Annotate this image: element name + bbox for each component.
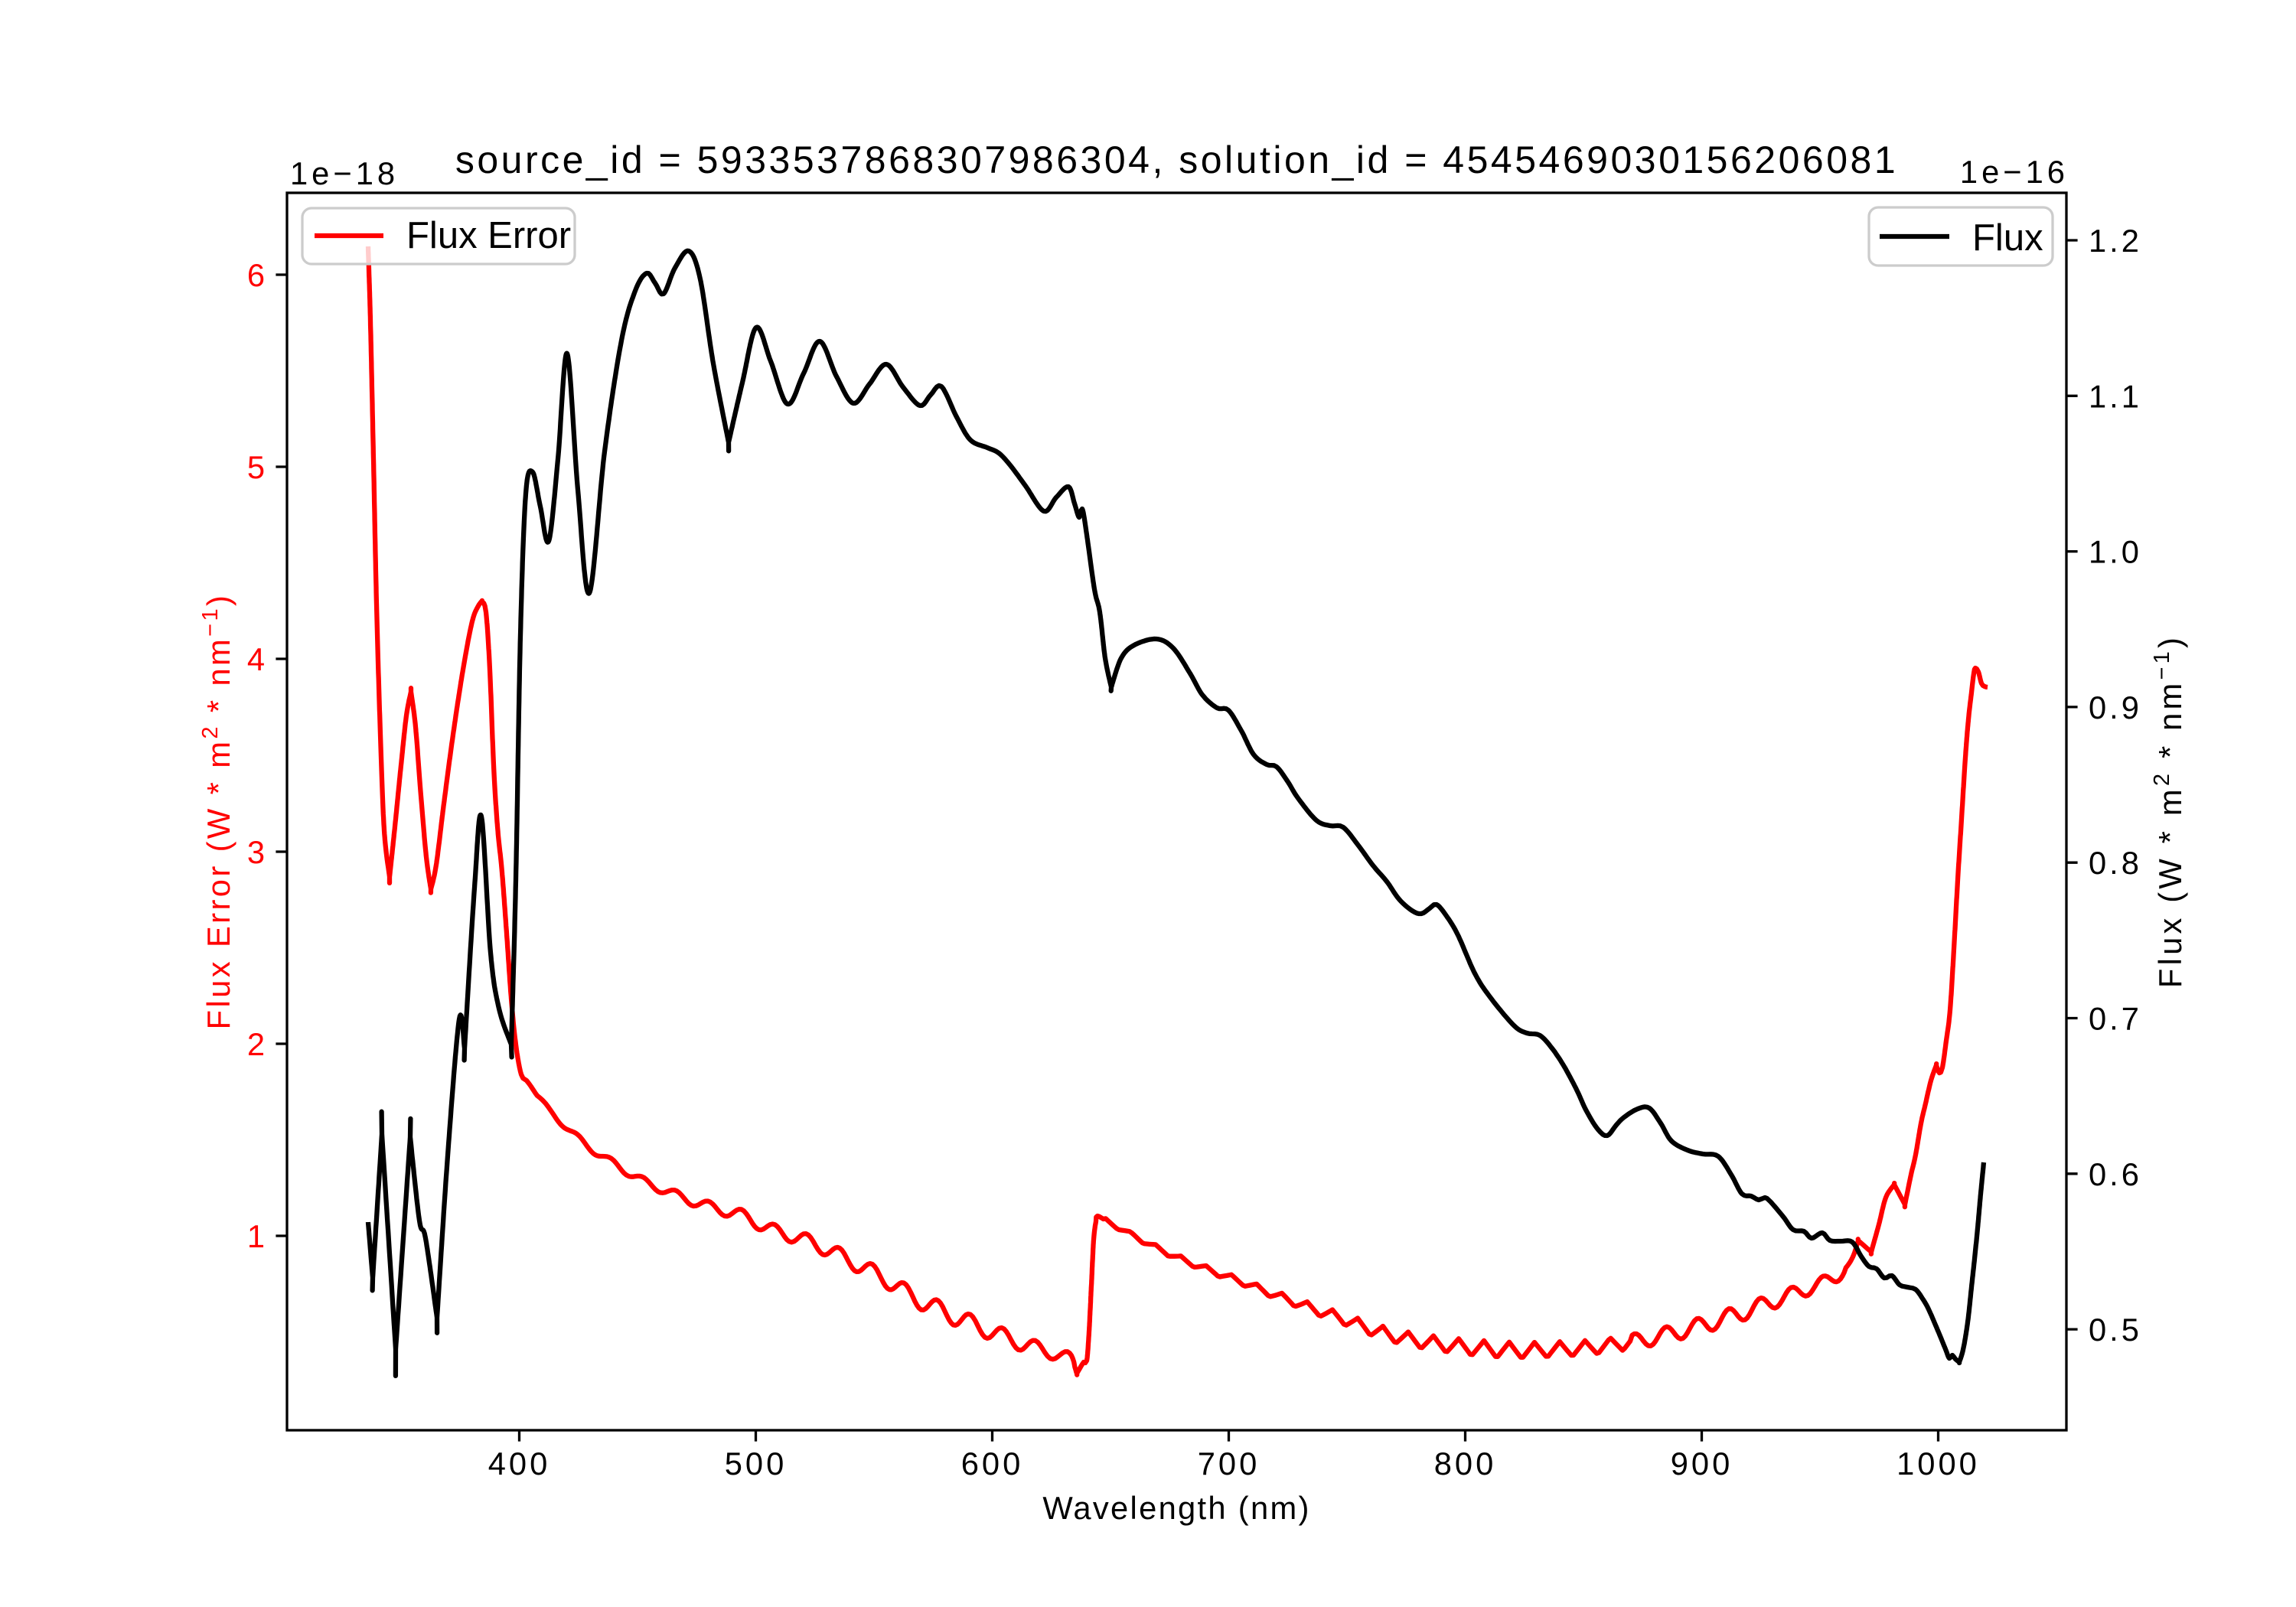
svg-text:0.6: 0.6 xyxy=(2089,1156,2142,1192)
svg-text:800: 800 xyxy=(1434,1446,1497,1482)
svg-text:700: 700 xyxy=(1198,1446,1261,1482)
svg-text:4: 4 xyxy=(247,641,265,677)
svg-text:400: 400 xyxy=(488,1446,551,1482)
svg-text:900: 900 xyxy=(1671,1446,1733,1482)
svg-text:0.8: 0.8 xyxy=(2089,845,2142,881)
svg-text:Flux (W * m2 * nm−1): Flux (W * m2 * nm−1) xyxy=(2150,634,2188,988)
svg-text:0.9: 0.9 xyxy=(2089,689,2142,725)
svg-text:Flux Error (W * m2 * nm−1): Flux Error (W * m2 * nm−1) xyxy=(198,593,236,1030)
svg-text:6: 6 xyxy=(247,257,265,293)
svg-text:1e−16: 1e−16 xyxy=(1960,154,2069,190)
svg-text:1.0: 1.0 xyxy=(2089,534,2142,570)
svg-text:1.1: 1.1 xyxy=(2089,378,2142,414)
svg-text:500: 500 xyxy=(725,1446,788,1482)
svg-text:3: 3 xyxy=(247,834,265,870)
svg-text:2: 2 xyxy=(247,1026,265,1062)
svg-text:Flux Error: Flux Error xyxy=(406,215,571,256)
svg-text:1e−18: 1e−18 xyxy=(290,155,399,191)
svg-text:5: 5 xyxy=(247,449,265,485)
svg-text:0.5: 0.5 xyxy=(2089,1312,2142,1348)
svg-text:source_id = 593353786830798630: source_id = 5933537868307986304, solutio… xyxy=(455,139,1898,181)
svg-text:Wavelength (nm): Wavelength (nm) xyxy=(1042,1490,1310,1526)
svg-text:1000: 1000 xyxy=(1896,1446,1980,1482)
svg-text:Flux: Flux xyxy=(1972,217,2043,259)
svg-text:600: 600 xyxy=(961,1446,1024,1482)
svg-text:1.2: 1.2 xyxy=(2089,223,2142,259)
svg-text:1: 1 xyxy=(247,1218,265,1254)
svg-text:0.7: 0.7 xyxy=(2089,1001,2142,1037)
